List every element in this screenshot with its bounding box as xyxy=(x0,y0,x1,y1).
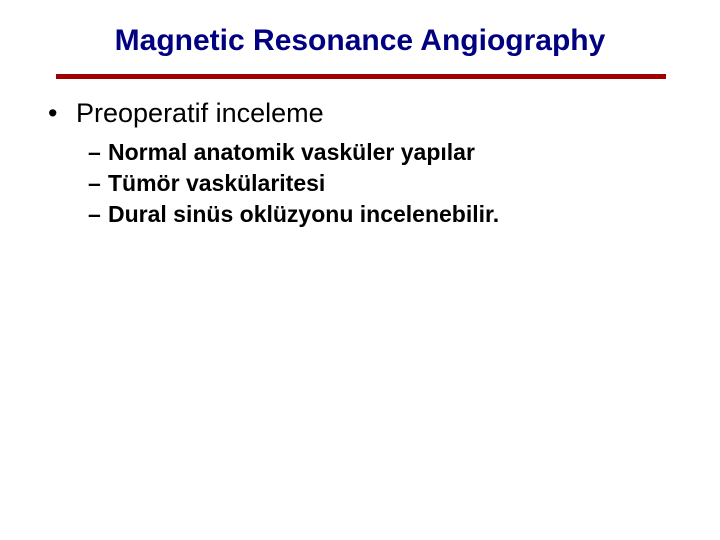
level2-text: Dural sinüs oklüzyonu incelenebilir. xyxy=(108,201,499,228)
bullet-level2: – Normal anatomik vasküler yapılar xyxy=(88,139,668,166)
bullet-dash: – xyxy=(88,139,108,166)
level2-text: Tümör vaskülaritesi xyxy=(108,170,325,197)
bullet-dash: – xyxy=(88,170,108,197)
slide-body: • Preoperatif inceleme – Normal anatomik… xyxy=(48,98,668,232)
slide-title: Magnetic Resonance Angiography xyxy=(0,24,720,58)
bullet-dot: • xyxy=(48,98,76,129)
title-divider xyxy=(56,74,666,79)
level1-text: Preoperatif inceleme xyxy=(76,98,324,129)
slide: Magnetic Resonance Angiography • Preoper… xyxy=(0,0,720,540)
bullet-level2: – Tümör vaskülaritesi xyxy=(88,170,668,197)
bullet-dash: – xyxy=(88,201,108,228)
bullet-level2: – Dural sinüs oklüzyonu incelenebilir. xyxy=(88,201,668,228)
level2-text: Normal anatomik vasküler yapılar xyxy=(108,139,475,166)
bullet-level1: • Preoperatif inceleme xyxy=(48,98,668,129)
